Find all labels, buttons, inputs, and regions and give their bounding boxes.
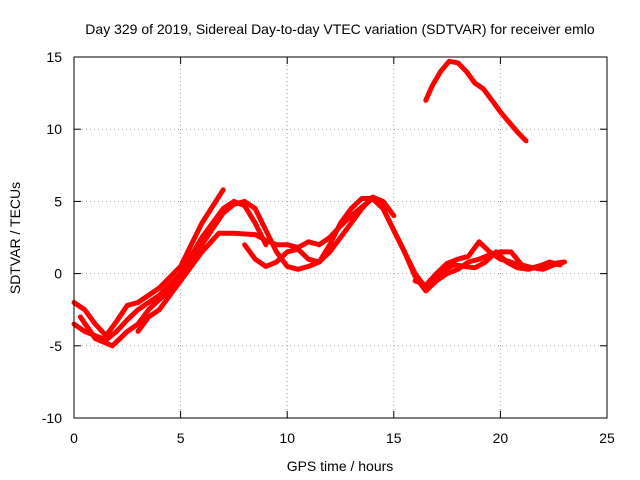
x-axis-label: GPS time / hours — [287, 458, 394, 474]
tick-labels: 0 5 10 15 20 25 -10 -5 0 5 10 15 — [42, 49, 615, 446]
x-tick-label: 15 — [386, 430, 402, 446]
series-line-arc-8 — [429, 249, 563, 285]
x-tick-label: 25 — [599, 430, 615, 446]
series-line-arc-2 — [71, 187, 226, 339]
series-line-arc-3 — [77, 196, 375, 349]
y-tick-label: 0 — [54, 266, 62, 282]
data-series — [71, 58, 567, 349]
y-tick-label: 5 — [54, 193, 62, 209]
x-tick-label: 10 — [279, 430, 295, 446]
x-tick-label: 0 — [70, 430, 78, 446]
chart-title: Day 329 of 2019, Sidereal Day-to-day VTE… — [85, 21, 595, 37]
axis-ticks — [73, 56, 608, 419]
y-tick-label: 15 — [46, 49, 62, 65]
y-tick-label: 10 — [46, 121, 62, 137]
plot-frame — [73, 56, 608, 419]
y-axis-label: SDTVAR / TECUs — [7, 182, 23, 294]
y-tick-label: -5 — [50, 338, 63, 354]
x-tick-label: 20 — [493, 430, 509, 446]
series-line-arc-9 — [423, 58, 529, 144]
x-tick-label: 5 — [177, 430, 185, 446]
y-tick-label: -10 — [42, 410, 62, 426]
